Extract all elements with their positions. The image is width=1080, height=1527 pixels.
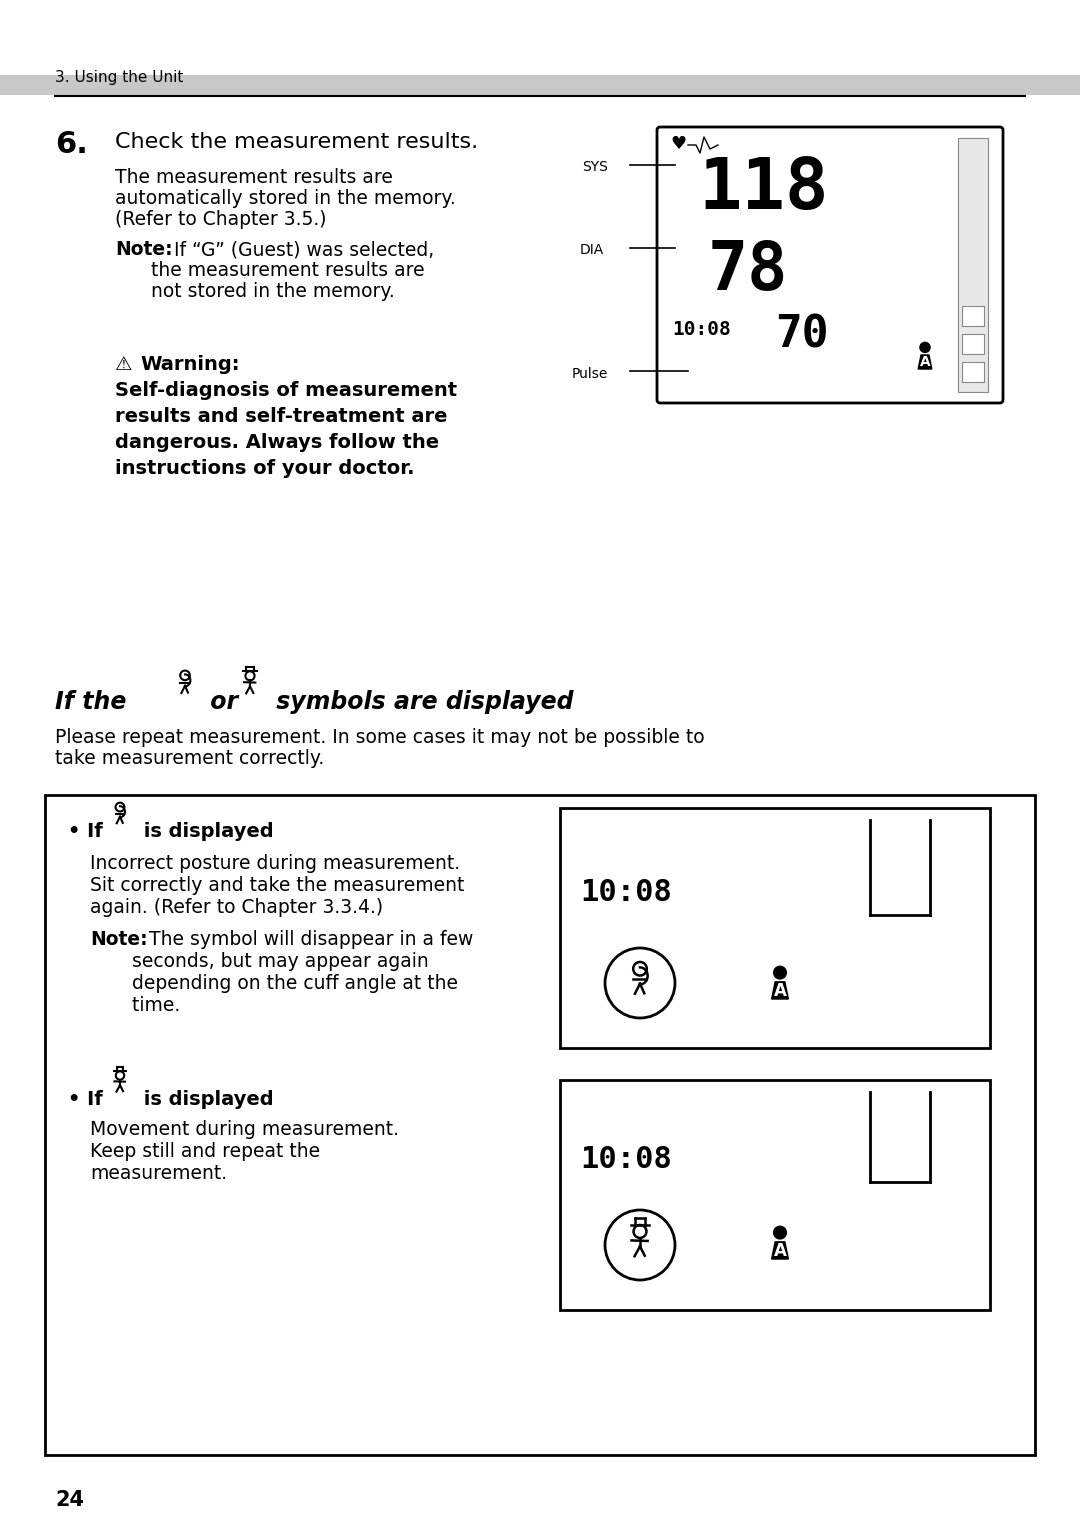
Text: DIA: DIA (580, 243, 604, 257)
Text: 118: 118 (698, 156, 828, 224)
Text: A: A (773, 1241, 786, 1260)
Text: The measurement results are: The measurement results are (114, 168, 393, 186)
Text: A: A (773, 982, 786, 1000)
Circle shape (773, 1226, 787, 1240)
Text: the measurement results are: the measurement results are (114, 261, 424, 279)
Circle shape (919, 342, 931, 353)
Text: Keep still and repeat the: Keep still and repeat the (90, 1142, 320, 1161)
Text: results and self-treatment are: results and self-treatment are (114, 408, 447, 426)
Text: seconds, but may appear again: seconds, but may appear again (90, 951, 429, 971)
Text: Check the measurement results.: Check the measurement results. (114, 131, 478, 153)
Text: measurement.: measurement. (90, 1164, 227, 1183)
Text: Pulse: Pulse (572, 366, 608, 382)
Text: ♥: ♥ (670, 134, 686, 153)
Text: • If: • If (68, 1090, 109, 1109)
Text: not stored in the memory.: not stored in the memory. (114, 282, 395, 301)
Text: Please repeat measurement. In some cases it may not be possible to: Please repeat measurement. In some cases… (55, 728, 704, 747)
Text: Note:: Note: (90, 930, 148, 948)
Text: Self-diagnosis of measurement: Self-diagnosis of measurement (114, 382, 457, 400)
Bar (958, 137, 988, 392)
Text: Warning:: Warning: (140, 354, 240, 374)
Bar (962, 305, 984, 325)
Text: Movement during measurement.: Movement during measurement. (90, 1119, 399, 1139)
Text: 10:08: 10:08 (580, 1145, 672, 1174)
Text: or: or (202, 690, 246, 715)
Text: time.: time. (90, 996, 180, 1015)
Text: depending on the cuff angle at the: depending on the cuff angle at the (90, 974, 458, 993)
Text: If “G” (Guest) was selected,: If “G” (Guest) was selected, (168, 240, 434, 260)
Polygon shape (771, 982, 788, 999)
Text: 10:08: 10:08 (672, 321, 731, 339)
Polygon shape (771, 1241, 788, 1258)
Text: symbols are displayed: symbols are displayed (268, 690, 573, 715)
Text: 78: 78 (708, 238, 788, 304)
Text: 24: 24 (55, 1490, 84, 1510)
Text: ⚠: ⚠ (114, 354, 133, 374)
Text: is displayed: is displayed (137, 822, 273, 841)
Text: Incorrect posture during measurement.: Incorrect posture during measurement. (90, 854, 460, 873)
Text: automatically stored in the memory.: automatically stored in the memory. (114, 189, 456, 208)
Circle shape (773, 965, 787, 980)
Text: 6.: 6. (55, 130, 87, 159)
Text: instructions of your doctor.: instructions of your doctor. (114, 460, 415, 478)
Text: again. (Refer to Chapter 3.3.4.): again. (Refer to Chapter 3.3.4.) (90, 898, 383, 918)
Bar (0, 75, 1080, 95)
Text: 10:08: 10:08 (580, 878, 672, 907)
Text: If the: If the (55, 690, 135, 715)
Text: 3. Using the Unit: 3. Using the Unit (55, 70, 184, 86)
Text: (Refer to Chapter 3.5.): (Refer to Chapter 3.5.) (114, 211, 326, 229)
Text: SYS: SYS (582, 160, 608, 174)
Polygon shape (918, 354, 932, 370)
Text: dangerous. Always follow the: dangerous. Always follow the (114, 434, 440, 452)
Bar (962, 362, 984, 382)
Text: take measurement correctly.: take measurement correctly. (55, 750, 324, 768)
Text: • If: • If (68, 822, 109, 841)
Bar (561, 808, 990, 1048)
Bar (561, 1080, 990, 1310)
FancyBboxPatch shape (657, 127, 1003, 403)
Text: Note:: Note: (114, 240, 173, 260)
Text: is displayed: is displayed (137, 1090, 273, 1109)
Bar (45, 796, 1035, 1455)
Bar (962, 334, 984, 354)
Text: 70: 70 (775, 313, 828, 356)
Text: Sit correctly and take the measurement: Sit correctly and take the measurement (90, 876, 464, 895)
Text: The symbol will disappear in a few: The symbol will disappear in a few (143, 930, 473, 948)
Text: A: A (920, 356, 930, 370)
